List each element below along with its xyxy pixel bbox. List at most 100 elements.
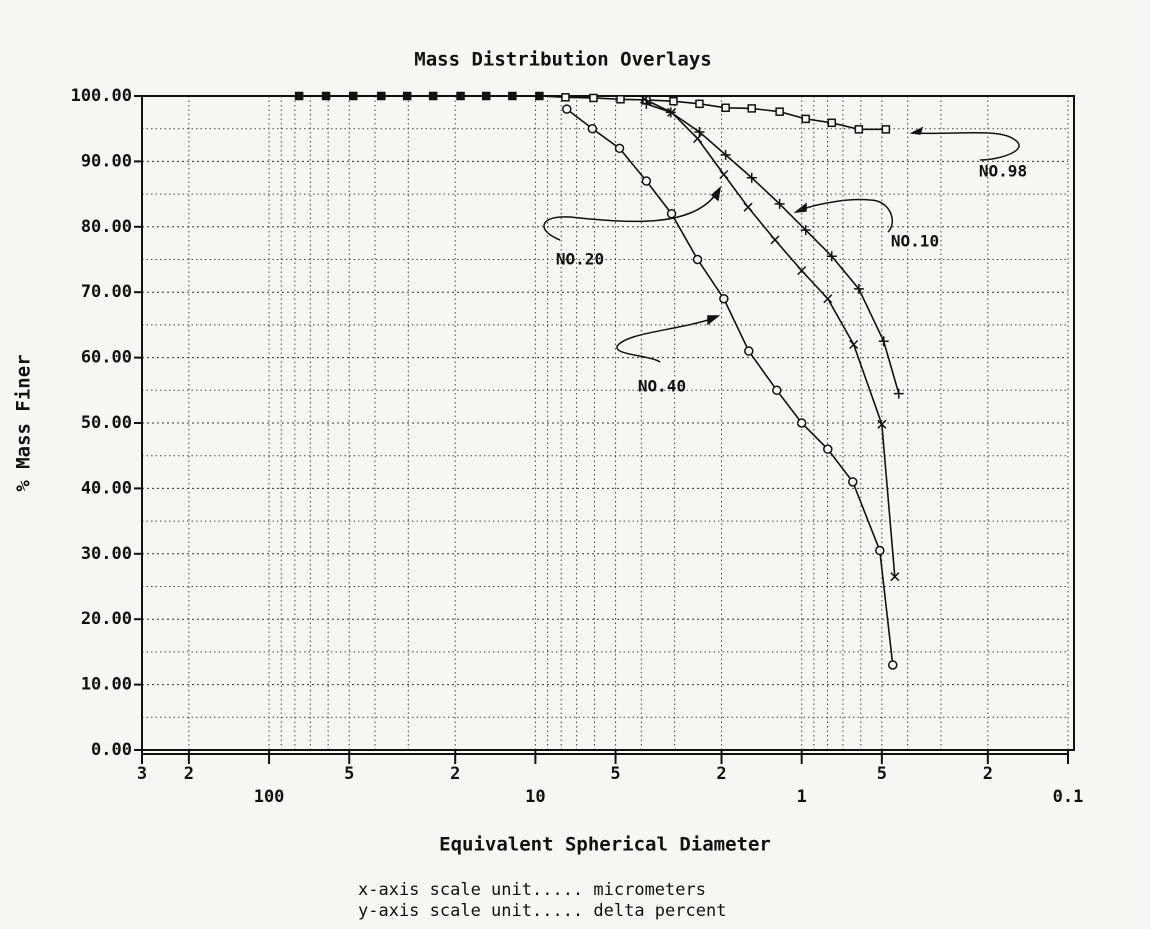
y-tick-label: 100.00 (71, 86, 132, 106)
x-tick-label: 2 (716, 764, 726, 784)
marker (508, 91, 517, 101)
series-label: NO.98 (979, 162, 1027, 181)
x-tick-label: 2 (184, 764, 194, 784)
marker (666, 208, 677, 219)
marker (321, 91, 331, 101)
arrow-head (909, 126, 924, 135)
marker (797, 266, 807, 276)
marker (893, 388, 904, 399)
x-tick-label: 100 (254, 787, 285, 807)
note: y-axis scale unit..... delta percent (358, 901, 726, 921)
series-label: NO.10 (891, 232, 939, 251)
marker (616, 95, 625, 104)
y-tick-label: 80.00 (81, 217, 132, 237)
marker (774, 198, 785, 209)
marker (800, 225, 811, 236)
arrow-head (707, 315, 721, 326)
marker (827, 118, 837, 128)
note: x-axis scale unit..... micrometers (358, 880, 706, 900)
marker (641, 176, 652, 186)
marker (826, 251, 837, 262)
x-axis-label: Equivalent Spherical Diameter (439, 834, 771, 856)
marker (747, 104, 756, 113)
marker (743, 202, 753, 212)
series-line (566, 108, 894, 666)
y-tick-label: 70.00 (81, 282, 132, 302)
marker (721, 103, 730, 113)
marker (823, 294, 833, 304)
marker (854, 125, 864, 134)
marker (720, 149, 731, 160)
arrow (911, 132, 1020, 161)
y-tick-label: 40.00 (81, 478, 132, 498)
marker (772, 385, 782, 396)
series-label: NO.20 (556, 250, 604, 269)
marker (294, 91, 304, 101)
marker (744, 346, 754, 356)
x-tick-label: 10 (525, 787, 545, 807)
marker (669, 96, 678, 106)
marker (719, 293, 729, 304)
arrow-head (793, 202, 807, 213)
marker (693, 133, 703, 144)
x-tick-label: 5 (610, 764, 620, 784)
marker (746, 172, 757, 183)
marker (456, 91, 465, 101)
marker (775, 107, 784, 116)
marker (562, 104, 572, 114)
x-tick-label: 5 (877, 764, 887, 784)
arrow (799, 198, 893, 233)
x-tick-label: 0.1 (1053, 787, 1084, 807)
arrow (543, 193, 717, 241)
marker (348, 91, 358, 101)
marker (823, 444, 833, 454)
marker (881, 125, 891, 134)
y-tick-label: 0.00 (91, 740, 132, 760)
marker (695, 99, 704, 109)
x-tick-label: 5 (344, 764, 354, 784)
marker (377, 91, 386, 101)
y-tick-label: 30.00 (81, 544, 132, 564)
marker (888, 660, 898, 670)
series-line (646, 103, 900, 394)
marker (848, 477, 858, 487)
marker (640, 94, 650, 104)
plot-frame (141, 95, 1075, 751)
annotation-arrows (543, 126, 1020, 363)
marker (535, 91, 544, 101)
marker (878, 336, 889, 347)
series-line (644, 98, 896, 577)
marker (481, 91, 491, 101)
arrow (616, 317, 715, 363)
marker (692, 254, 703, 265)
y-tick-label: 20.00 (81, 609, 132, 629)
marker (719, 169, 729, 180)
grid (141, 95, 1069, 751)
marker (428, 91, 438, 101)
marker (801, 114, 810, 124)
y-tick-label: 10.00 (81, 675, 132, 695)
marker (667, 107, 677, 117)
marker (614, 143, 625, 154)
marker (853, 283, 864, 294)
marker (770, 235, 780, 245)
x-tick-label: 2 (983, 764, 993, 784)
x-tick-label: 2 (450, 764, 460, 784)
y-axis-label: % Mass Finer (13, 354, 35, 491)
x-tick-label: 1 (797, 787, 807, 807)
y-tick-label: 50.00 (81, 413, 132, 433)
marker (402, 91, 412, 101)
marker (694, 126, 705, 137)
chart-title: Mass Distribution Overlays (414, 49, 711, 71)
marker (587, 123, 598, 134)
y-tick-label: 60.00 (81, 348, 132, 368)
marker (875, 545, 885, 556)
x-tick-label: 3 (137, 764, 147, 784)
marker (877, 419, 887, 429)
marker (561, 93, 570, 102)
marker (890, 572, 900, 582)
y-tick-label: 90.00 (81, 151, 132, 171)
marker (849, 339, 859, 350)
